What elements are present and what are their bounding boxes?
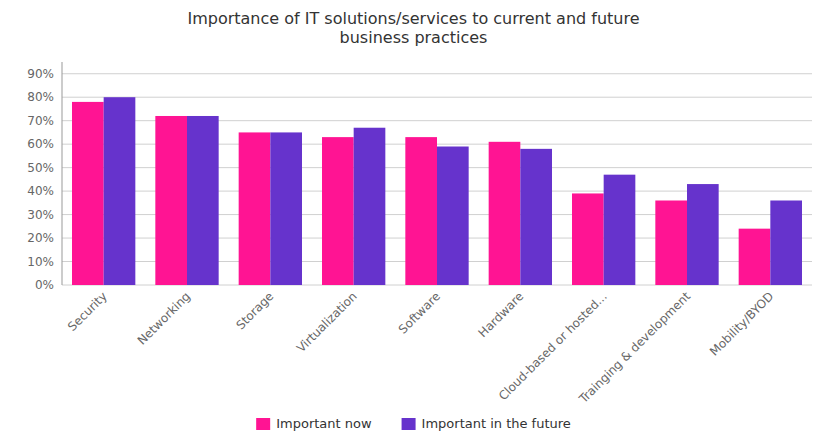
x-tick-label: Mobility/BYOD xyxy=(707,289,776,358)
bar xyxy=(72,102,104,285)
legend-label: Important now xyxy=(276,416,372,431)
y-tick-label: 70% xyxy=(27,114,54,128)
title-line: business practices xyxy=(340,28,488,47)
legend-item: Important now xyxy=(256,416,372,431)
grid-line xyxy=(62,73,812,74)
y-tick-label: 20% xyxy=(27,231,54,245)
x-tick-label: Networking xyxy=(135,289,193,347)
chart-container: Importance of IT solutions/services to c… xyxy=(0,0,827,442)
bar xyxy=(322,137,354,285)
grid-line xyxy=(62,97,812,98)
bar xyxy=(437,147,469,285)
y-grid xyxy=(62,74,812,285)
x-tick-label: Security xyxy=(65,289,110,334)
x-tick-label: Trainging & development xyxy=(576,289,694,407)
legend-swatch xyxy=(402,418,416,430)
x-tick-labels: Security Networking Storage Virtualization S… xyxy=(65,289,776,407)
bar xyxy=(489,142,521,285)
bar-series xyxy=(104,97,802,285)
title-line: Importance of IT solutions/services to c… xyxy=(187,9,639,28)
y-tick-label: 80% xyxy=(27,90,54,104)
x-tick-label: Storage xyxy=(233,289,276,332)
bar xyxy=(520,149,552,285)
legend-label: Important in the future xyxy=(422,416,571,431)
bar xyxy=(739,229,771,285)
y-tick-label: 60% xyxy=(27,137,54,151)
y-tick-label: 30% xyxy=(27,208,54,222)
y-tick-labels: 0% 10% 20% 30% 40% 50% 60% 70% 80% 90% xyxy=(27,67,54,292)
bar xyxy=(155,116,187,285)
legend: Important now Important in the future xyxy=(256,416,571,431)
y-tick-label: 10% xyxy=(27,255,54,269)
y-tick-label: 0% xyxy=(35,278,54,292)
title: Importance of IT solutions/services to c… xyxy=(187,9,639,47)
bar xyxy=(655,200,687,285)
y-tick-label: 50% xyxy=(27,161,54,175)
legend-swatch xyxy=(256,418,270,430)
chart-svg: Importance of IT solutions/services to c… xyxy=(0,0,827,442)
bar xyxy=(687,184,719,285)
bar-series xyxy=(72,102,770,285)
legend-item: Important in the future xyxy=(402,416,571,431)
bar xyxy=(104,97,136,285)
y-axis-line xyxy=(62,62,63,285)
bars xyxy=(72,97,802,285)
bar xyxy=(572,193,604,285)
bar xyxy=(239,132,271,285)
bar xyxy=(405,137,437,285)
bar xyxy=(187,116,219,285)
y-tick-label: 90% xyxy=(27,67,54,81)
x-tick-label: Software xyxy=(396,289,443,336)
bar xyxy=(770,200,802,285)
x-tick-label: Virtualization xyxy=(294,289,360,355)
x-tick-label: Hardware xyxy=(476,289,527,340)
bar xyxy=(354,128,386,285)
bar xyxy=(270,132,302,285)
y-tick-label: 40% xyxy=(27,184,54,198)
bar xyxy=(604,175,636,285)
